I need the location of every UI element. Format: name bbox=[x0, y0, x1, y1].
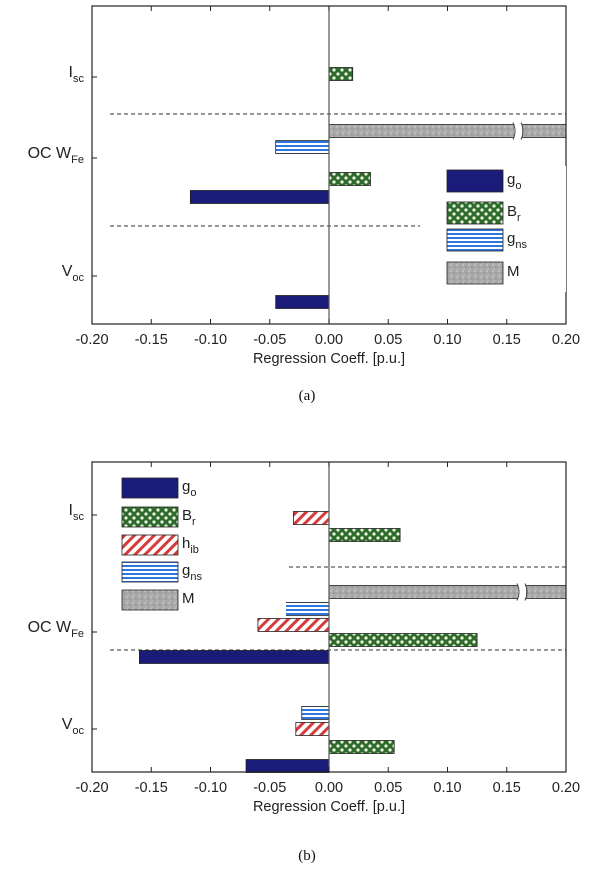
legend-swatch-hib bbox=[121, 534, 179, 556]
x-tick-label: 0.05 bbox=[374, 780, 402, 796]
legend-label-gns: gns bbox=[507, 230, 527, 251]
x-tick-label: -0.10 bbox=[194, 332, 227, 348]
legend-label-M: M bbox=[182, 590, 195, 607]
chart-b-svg: -0.20 -0.15 -0.10 -0.05 0.00 0.05 0.10 0.15 0.20… bbox=[28, 461, 580, 864]
legend-label-gns: gns bbox=[182, 562, 202, 583]
x-tick-label: 0.15 bbox=[493, 332, 521, 348]
x-axis-label: Regression Coeff. [p.u.] bbox=[253, 799, 405, 815]
bar-Br-cat2 bbox=[328, 740, 395, 754]
x-tick-label: 0.00 bbox=[315, 332, 343, 348]
bar-M-cat1 bbox=[328, 124, 567, 138]
chart-a-svg: -0.20 -0.15 -0.10 -0.05 0.00 0.05 0.10 0.15 0.20… bbox=[28, 5, 580, 404]
legend-label-Br: Br bbox=[182, 507, 196, 528]
legend-swatch-gns bbox=[446, 228, 504, 252]
bar-Br-cat1 bbox=[328, 633, 478, 647]
bar-Br-cat0 bbox=[328, 67, 354, 81]
legend-swatch-gns bbox=[121, 561, 179, 583]
category-label: OC WFe bbox=[28, 145, 84, 166]
figure-caption: (a) bbox=[299, 388, 316, 404]
x-tick-label: 0.10 bbox=[433, 780, 461, 796]
legend-swatch-go bbox=[121, 477, 179, 499]
bar-Br-cat1 bbox=[328, 172, 371, 186]
x-tick-label: 0.15 bbox=[493, 780, 521, 796]
x-tick-label: 0.05 bbox=[374, 332, 402, 348]
axis-break-mark bbox=[516, 583, 528, 601]
x-tick-label: -0.10 bbox=[194, 780, 227, 796]
legend-swatch-M bbox=[446, 261, 504, 285]
x-axis-label: Regression Coeff. [p.u.] bbox=[253, 351, 405, 367]
category-label: OC WFe bbox=[28, 619, 84, 640]
x-tick-label: 0.20 bbox=[552, 780, 580, 796]
bar-M-cat1 bbox=[328, 585, 567, 599]
legend-swatch-go bbox=[446, 169, 504, 193]
bar-go-cat2 bbox=[245, 759, 330, 773]
legend-label-Br: Br bbox=[507, 203, 521, 224]
bar-hib-cat1 bbox=[257, 618, 330, 632]
chart-b: -0.20 -0.15 -0.10 -0.05 0.00 0.05 0.10 0.15 0.20… bbox=[0, 440, 590, 871]
legend-swatch-Br bbox=[121, 506, 179, 528]
x-tick-label: -0.20 bbox=[75, 332, 108, 348]
bar-go-cat1 bbox=[189, 190, 330, 204]
figure-caption: (b) bbox=[298, 848, 316, 864]
bar-hib-cat0 bbox=[293, 511, 330, 525]
x-tick-label: -0.05 bbox=[253, 332, 286, 348]
x-tick-label: -0.15 bbox=[135, 780, 168, 796]
legend-swatch-M bbox=[121, 589, 179, 611]
bar-hib-cat2 bbox=[295, 722, 330, 736]
x-tick-label: -0.05 bbox=[253, 780, 286, 796]
bar-go-cat1 bbox=[138, 650, 330, 664]
x-tick-label: 0.10 bbox=[433, 332, 461, 348]
bar-gns-cat2 bbox=[301, 706, 330, 720]
legend-label-go: go bbox=[507, 171, 521, 192]
category-label: Isc bbox=[69, 64, 85, 85]
category-label: Voc bbox=[62, 263, 85, 284]
axis-break-mark bbox=[512, 122, 524, 140]
bar-Br-cat0 bbox=[328, 528, 401, 542]
x-tick-label: -0.15 bbox=[135, 332, 168, 348]
bar-gns-cat1 bbox=[275, 140, 330, 154]
legend-swatch-Br bbox=[446, 201, 504, 225]
category-label: Isc bbox=[69, 502, 85, 523]
chart-a: -0.20 -0.15 -0.10 -0.05 0.00 0.05 0.10 0.15 0.20… bbox=[0, 0, 590, 420]
x-tick-label: 0.20 bbox=[552, 332, 580, 348]
category-label: Voc bbox=[62, 716, 85, 737]
bar-go-cat2 bbox=[275, 295, 330, 309]
x-tick-label: 0.00 bbox=[315, 780, 343, 796]
legend-label-go: go bbox=[182, 478, 196, 499]
legend-label-M: M bbox=[507, 263, 520, 280]
legend-label-hib: hib bbox=[182, 535, 199, 556]
x-tick-label: -0.20 bbox=[75, 780, 108, 796]
